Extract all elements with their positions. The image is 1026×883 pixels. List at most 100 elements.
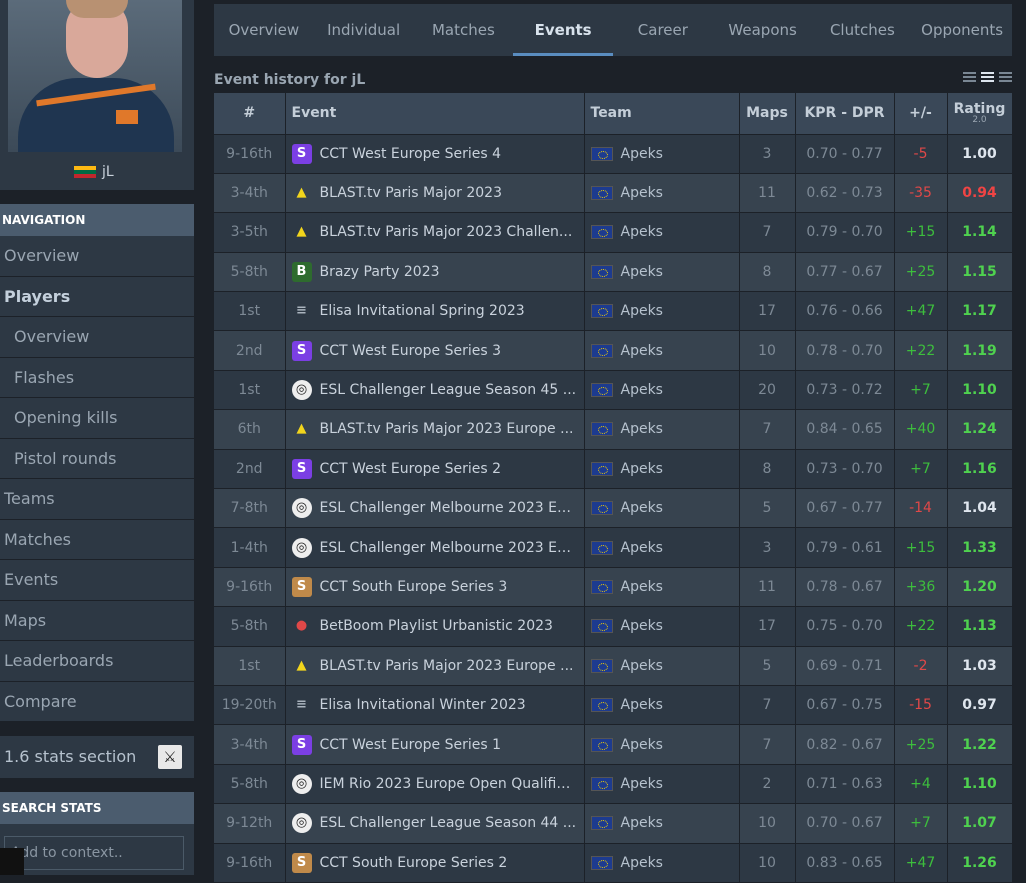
cell-event[interactable]: ◎ ESL Challenger Melbourne 2023 Eu... (285, 488, 585, 529)
table-row[interactable]: 5-8th ◎ IEM Rio 2023 Europe Open Qualifie.… (214, 764, 1013, 805)
cell-team[interactable]: Apeks (584, 370, 740, 411)
event-name[interactable]: ESL Challenger League Season 45 ... (319, 382, 577, 399)
cell-team[interactable]: Apeks (584, 764, 740, 805)
cell-team[interactable]: Apeks (584, 173, 740, 214)
header-number[interactable]: # (214, 93, 286, 135)
team-name[interactable]: Apeks (620, 815, 663, 832)
event-name[interactable]: BetBoom Playlist Urbanistic 2023 (319, 618, 553, 635)
cell-team[interactable]: Apeks (584, 409, 740, 450)
cell-team[interactable]: Apeks (584, 330, 740, 371)
header-event[interactable]: Event (285, 93, 585, 135)
header-plus-minus[interactable]: +/- (894, 93, 948, 135)
event-name[interactable]: BLAST.tv Paris Major 2023 Challen... (319, 224, 573, 241)
team-name[interactable]: Apeks (620, 460, 663, 477)
stats-1-6-link[interactable]: 1.6 stats section ⚔ (0, 736, 194, 778)
tab-events[interactable]: Events (513, 4, 613, 56)
table-row[interactable]: 6th ▲ BLAST.tv Paris Major 2023 Europe ...… (214, 409, 1013, 450)
header-team[interactable]: Team (584, 93, 740, 135)
event-name[interactable]: CCT South Europe Series 3 (319, 578, 508, 595)
cell-team[interactable]: Apeks (584, 843, 740, 883)
team-name[interactable]: Apeks (620, 421, 663, 438)
team-name[interactable]: Apeks (620, 578, 663, 595)
team-name[interactable]: Apeks (620, 539, 663, 556)
cell-event[interactable]: S CCT West Europe Series 4 (285, 134, 585, 174)
nav-item-flashes[interactable]: Flashes (0, 357, 194, 398)
cell-team[interactable]: Apeks (584, 646, 740, 686)
table-row[interactable]: 1st ≡ Elisa Invitational Spring 2023 Apeks 1… (214, 291, 1013, 332)
event-name[interactable]: Brazy Party 2023 (319, 263, 440, 280)
cell-team[interactable]: Apeks (584, 488, 740, 529)
event-name[interactable]: Elisa Invitational Spring 2023 (319, 303, 525, 320)
cell-team[interactable]: Apeks (584, 291, 740, 332)
team-name[interactable]: Apeks (620, 342, 663, 359)
nav-item-events[interactable]: Events (0, 560, 194, 601)
expanded-view-icon[interactable] (999, 72, 1012, 84)
team-name[interactable]: Apeks (620, 697, 663, 714)
team-name[interactable]: Apeks (620, 500, 663, 517)
team-name[interactable]: Apeks (620, 224, 663, 241)
table-row[interactable]: 9-16th S CCT South Europe Series 2 Apeks 10 0… (214, 843, 1013, 883)
header-maps[interactable]: Maps (739, 93, 796, 135)
header-rating[interactable]: Rating 2.0 (947, 93, 1013, 135)
cell-event[interactable]: ● BetBoom Playlist Urbanistic 2023 (285, 606, 585, 647)
table-row[interactable]: 1st ▲ BLAST.tv Paris Major 2023 Europe ...… (214, 646, 1013, 686)
cell-event[interactable]: ◎ IEM Rio 2023 Europe Open Qualifie... (285, 764, 585, 805)
tab-overview[interactable]: Overview (228, 21, 300, 39)
cell-team[interactable]: Apeks (584, 252, 740, 293)
table-row[interactable]: 2nd S CCT West Europe Series 3 Apeks 10 0.78 … (214, 330, 1013, 371)
event-name[interactable]: CCT West Europe Series 4 (319, 145, 502, 162)
cell-event[interactable]: ▲ BLAST.tv Paris Major 2023 Europe ... (285, 646, 585, 686)
event-name[interactable]: IEM Rio 2023 Europe Open Qualifie... (319, 775, 579, 792)
cell-event[interactable]: S CCT West Europe Series 3 (285, 330, 585, 371)
event-name[interactable]: CCT South Europe Series 2 (319, 854, 508, 871)
event-name[interactable]: ESL Challenger Melbourne 2023 Eu... (319, 500, 580, 517)
event-name[interactable]: CCT West Europe Series 1 (319, 736, 502, 753)
cell-team[interactable]: Apeks (584, 685, 740, 726)
cell-event[interactable]: S CCT South Europe Series 3 (285, 567, 585, 608)
cell-event[interactable]: ≡ Elisa Invitational Winter 2023 (285, 685, 585, 726)
team-name[interactable]: Apeks (620, 657, 663, 674)
cell-event[interactable]: B Brazy Party 2023 (285, 252, 585, 293)
nav-item-matches[interactable]: Matches (0, 519, 194, 560)
search-input[interactable]: Add to context.. (4, 836, 184, 870)
player-nickname[interactable]: jL (102, 164, 114, 180)
team-name[interactable]: Apeks (620, 263, 663, 280)
team-name[interactable]: Apeks (620, 736, 663, 753)
nav-item-overview[interactable]: Overview (0, 236, 194, 277)
tab-career[interactable]: Career (637, 21, 688, 39)
cell-event[interactable]: S CCT West Europe Series 2 (285, 449, 585, 490)
team-name[interactable]: Apeks (620, 185, 663, 202)
event-name[interactable]: BLAST.tv Paris Major 2023 (319, 185, 503, 202)
cell-event[interactable]: ◎ ESL Challenger Melbourne 2023 Eu... (285, 527, 585, 568)
table-row[interactable]: 5-8th ● BetBoom Playlist Urbanistic 2023 Ap… (214, 606, 1013, 647)
table-row[interactable]: 9-16th S CCT West Europe Series 4 Apeks 3 0.7… (214, 134, 1013, 174)
cell-team[interactable]: Apeks (584, 449, 740, 490)
cell-event[interactable]: ▲ BLAST.tv Paris Major 2023 Challen... (285, 212, 585, 253)
cell-event[interactable]: ◎ ESL Challenger League Season 44 ... (285, 803, 585, 844)
default-view-icon[interactable] (981, 72, 994, 84)
table-row[interactable]: 7-8th ◎ ESL Challenger Melbourne 2023 Eu..… (214, 488, 1013, 529)
nav-item-players[interactable]: Players (0, 276, 194, 317)
table-row[interactable]: 2nd S CCT West Europe Series 2 Apeks 8 0.73 -… (214, 449, 1013, 490)
table-row[interactable]: 3-5th ▲ BLAST.tv Paris Major 2023 Challen.… (214, 212, 1013, 253)
event-name[interactable]: CCT West Europe Series 2 (319, 460, 502, 477)
event-name[interactable]: ESL Challenger League Season 44 ... (319, 815, 577, 832)
cell-event[interactable]: ▲ BLAST.tv Paris Major 2023 Europe ... (285, 409, 585, 450)
nav-item-overview[interactable]: Overview (0, 317, 194, 358)
player-nickname-row[interactable]: jL (74, 164, 114, 180)
table-row[interactable]: 9-12th ◎ ESL Challenger League Season 44 .… (214, 803, 1013, 844)
cell-event[interactable]: ◎ ESL Challenger League Season 45 ... (285, 370, 585, 411)
cell-event[interactable]: S CCT West Europe Series 1 (285, 724, 585, 765)
tab-matches[interactable]: Matches (431, 21, 495, 39)
compact-view-icon[interactable] (963, 72, 976, 84)
team-name[interactable]: Apeks (620, 618, 663, 635)
tab-weapons[interactable]: Weapons (728, 21, 797, 39)
cell-team[interactable]: Apeks (584, 134, 740, 174)
table-row[interactable]: 3-4th ▲ BLAST.tv Paris Major 2023 Apeks 11 0.… (214, 173, 1013, 214)
event-name[interactable]: BLAST.tv Paris Major 2023 Europe ... (319, 421, 574, 438)
cell-event[interactable]: S CCT South Europe Series 2 (285, 843, 585, 883)
team-name[interactable]: Apeks (620, 145, 663, 162)
tab-individual[interactable]: Individual (327, 21, 401, 39)
table-row[interactable]: 3-4th S CCT West Europe Series 1 Apeks 7 0.82… (214, 724, 1013, 765)
cell-team[interactable]: Apeks (584, 212, 740, 253)
